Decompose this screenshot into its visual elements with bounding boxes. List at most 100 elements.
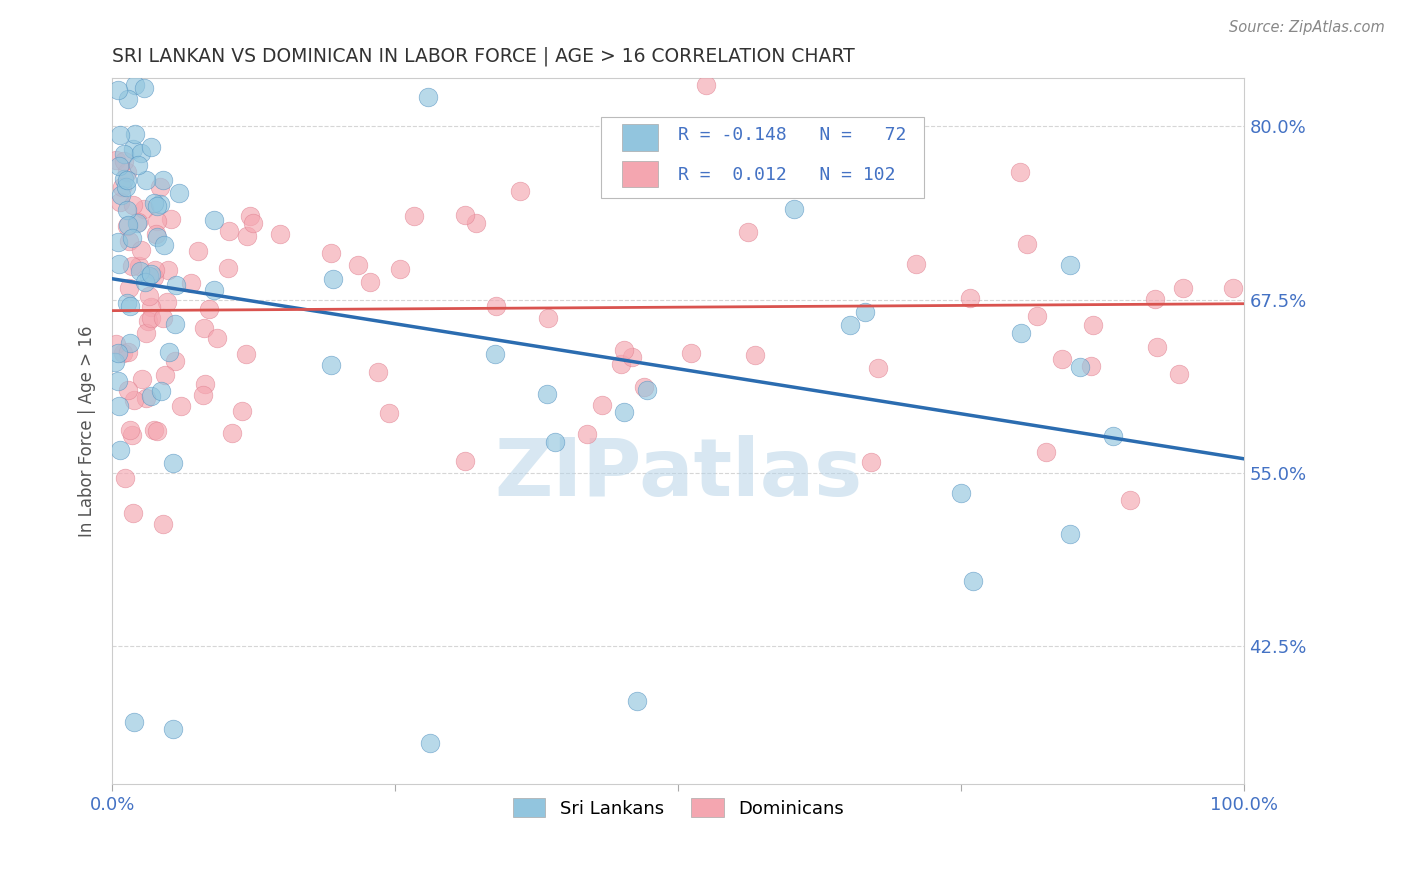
Point (853, 304, 876, 318)
Point (744, 348, 766, 362)
Point (139, 139, 162, 153)
Point (165, 354, 187, 368)
Point (135, 391, 157, 405)
Point (1080, 359, 1102, 374)
Point (904, 257, 927, 271)
Point (122, 142, 145, 156)
Point (156, 295, 179, 310)
Point (114, 471, 136, 485)
Point (124, 127, 146, 141)
Point (613, 343, 636, 357)
Point (107, 235, 129, 249)
Point (866, 360, 889, 375)
Point (118, 280, 141, 294)
Point (485, 299, 508, 313)
Point (236, 229, 259, 244)
Point (1069, 359, 1091, 374)
Point (737, 225, 759, 239)
Text: SRI LANKAN VS DOMINICAN IN LABOR FORCE | AGE > 16 CORRELATION CHART: SRI LANKAN VS DOMINICAN IN LABOR FORCE |… (112, 46, 855, 66)
Point (108, 442, 131, 457)
Point (107, 257, 129, 271)
Point (108, 399, 131, 413)
Point (117, 344, 139, 359)
Point (107, 83, 129, 97)
Point (103, 355, 125, 369)
Point (367, 365, 389, 379)
Point (626, 694, 648, 708)
Point (152, 237, 174, 252)
Point (152, 172, 174, 186)
Point (221, 425, 243, 440)
Text: Source: ZipAtlas.com: Source: ZipAtlas.com (1229, 20, 1385, 35)
Point (613, 405, 636, 419)
Point (959, 291, 981, 305)
Point (187, 244, 209, 259)
Point (454, 209, 477, 223)
Point (131, 372, 153, 386)
Point (1168, 367, 1191, 381)
Point (319, 246, 342, 260)
Point (464, 216, 486, 230)
Point (191, 387, 214, 401)
Point (269, 227, 291, 241)
Point (242, 216, 264, 230)
Point (197, 301, 219, 316)
Point (117, 383, 139, 397)
Point (194, 376, 217, 391)
Point (117, 219, 139, 233)
Point (378, 406, 401, 420)
Point (591, 398, 613, 412)
Point (152, 517, 174, 532)
Point (322, 271, 344, 285)
Point (202, 283, 225, 297)
Text: R = -0.148   N =   72: R = -0.148 N = 72 (678, 126, 907, 145)
Point (666, 178, 689, 192)
Point (112, 147, 135, 161)
Point (204, 213, 226, 227)
Text: ZIPatlas: ZIPatlas (494, 434, 862, 513)
Point (1102, 429, 1125, 443)
Point (121, 259, 143, 273)
Point (962, 574, 984, 589)
Point (782, 202, 804, 216)
Point (1050, 351, 1073, 366)
Point (142, 195, 165, 210)
Point (129, 264, 152, 278)
Point (138, 289, 160, 303)
Text: R =  0.012   N = 102: R = 0.012 N = 102 (678, 166, 896, 184)
Point (1083, 318, 1105, 332)
Point (404, 209, 426, 223)
Point (107, 346, 129, 360)
Point (1119, 493, 1142, 508)
Point (121, 198, 143, 212)
Legend: Sri Lankans, Dominicans: Sri Lankans, Dominicans (506, 791, 851, 825)
Point (1171, 281, 1194, 295)
Point (157, 345, 180, 359)
Point (149, 180, 172, 194)
Point (112, 171, 135, 186)
Bar (621, 124, 658, 151)
Point (239, 209, 262, 223)
Point (1010, 326, 1032, 341)
Point (120, 299, 142, 313)
Point (117, 296, 139, 310)
Point (128, 259, 150, 273)
Point (165, 278, 187, 293)
Point (139, 311, 162, 326)
Point (122, 392, 145, 407)
Point (165, 318, 187, 332)
Point (129, 146, 152, 161)
Point (679, 346, 702, 360)
Point (149, 384, 172, 399)
Point (152, 310, 174, 325)
Point (107, 374, 129, 388)
Point (104, 337, 127, 351)
Point (124, 715, 146, 730)
Point (108, 128, 131, 143)
Point (110, 188, 132, 202)
Point (120, 336, 142, 351)
Point (543, 435, 565, 450)
Point (139, 300, 162, 314)
Point (124, 78, 146, 92)
FancyBboxPatch shape (602, 117, 924, 198)
